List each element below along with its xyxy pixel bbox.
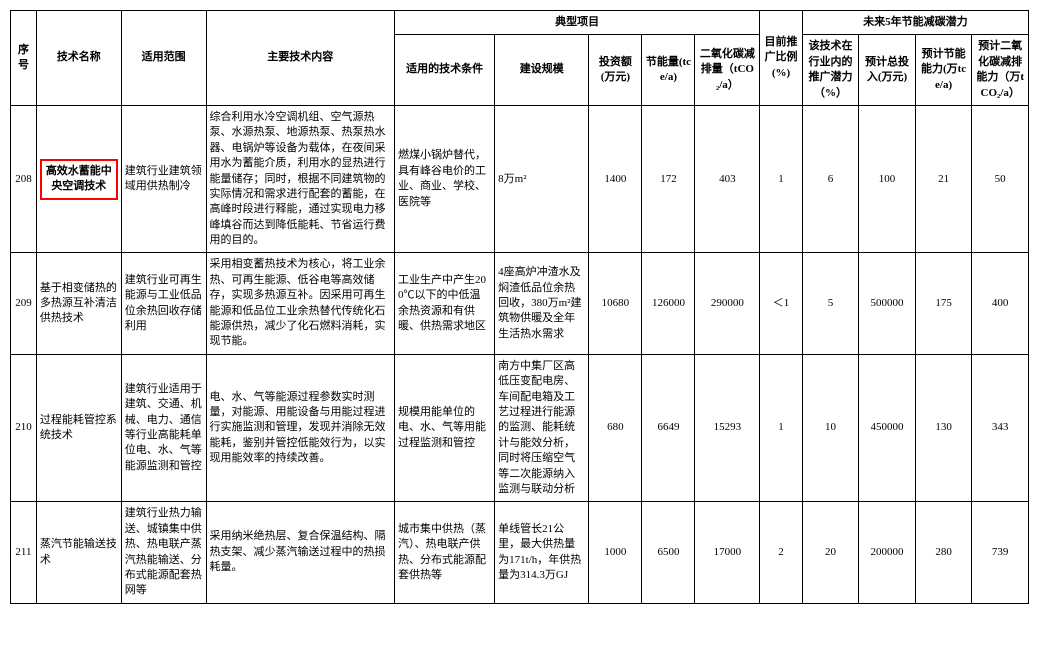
cell-industry-potential: 5 — [802, 253, 859, 354]
cell-scope: 建筑行业适用于建筑、交通、机械、电力、通信等行业高能耗单位电、水、气等能源监测和… — [121, 354, 206, 502]
cell-est-co2-reduce: 50 — [972, 105, 1029, 253]
cell-investment: 1000 — [589, 502, 642, 603]
cell-current-ratio: 1 — [760, 105, 802, 253]
cell-est-co2-reduce: 343 — [972, 354, 1029, 502]
cell-co2-reduce: 290000 — [695, 253, 760, 354]
cell-industry-potential: 6 — [802, 105, 859, 253]
cell-est-energy-save: 280 — [915, 502, 972, 603]
highlight-box: 高效水蓄能中央空调技术 — [40, 159, 118, 200]
cell-seq: 210 — [11, 354, 37, 502]
header-industry-potential: 该技术在行业内的推广潜力（%） — [802, 35, 859, 106]
cell-energy-save: 6500 — [642, 502, 695, 603]
cell-tech-conditions: 城市集中供热（蒸汽）、热电联产供热、分布式能源配套供热等 — [395, 502, 495, 603]
header-co2-reduce: 二氧化碳减排量（tCO₂/a） — [695, 35, 760, 106]
cell-est-energy-save: 175 — [915, 253, 972, 354]
header-build-scale: 建设规模 — [495, 35, 589, 106]
cell-energy-save: 6649 — [642, 354, 695, 502]
cell-scope: 建筑行业可再生能源与工业低品位余热回收存储利用 — [121, 253, 206, 354]
cell-industry-potential: 20 — [802, 502, 859, 603]
header-est-energy-save: 预计节能能力(万tce/a) — [915, 35, 972, 106]
cell-co2-reduce: 15293 — [695, 354, 760, 502]
table-row: 208 高效水蓄能中央空调技术 建筑行业建筑领域用供热制冷 综合利用水冷空调机组… — [11, 105, 1029, 253]
cell-build-scale: 8万m² — [495, 105, 589, 253]
header-row-1: 序号 技术名称 适用范围 主要技术内容 典型项目 目前推广比例(%) 未来5年节… — [11, 11, 1029, 35]
cell-build-scale: 南方中集厂区高低压变配电房、车间配电箱及工艺过程进行能源的监测、能耗统计与能效分… — [495, 354, 589, 502]
cell-scope: 建筑行业建筑领域用供热制冷 — [121, 105, 206, 253]
header-main-content: 主要技术内容 — [206, 11, 395, 106]
cell-investment: 10680 — [589, 253, 642, 354]
cell-current-ratio: 1 — [760, 354, 802, 502]
cell-main-content: 采用相变蓄热技术为核心，将工业余热、可再生能源、低谷电等高效储存，实现多热源互补… — [206, 253, 395, 354]
header-tech-conditions: 适用的技术条件 — [395, 35, 495, 106]
cell-investment: 1400 — [589, 105, 642, 253]
header-scope: 适用范围 — [121, 11, 206, 106]
table-row: 210 过程能耗管控系统技术 建筑行业适用于建筑、交通、机械、电力、通信等行业高… — [11, 354, 1029, 502]
cell-main-content: 综合利用水冷空调机组、空气源热泵、水源热泵、地源热泵、热泵热水器、电锅炉等设备为… — [206, 105, 395, 253]
header-tech-name: 技术名称 — [36, 11, 121, 106]
cell-tech-conditions: 工业生产中产生200℃以下的中低温余热资源和有供暖、供热需求地区 — [395, 253, 495, 354]
cell-co2-reduce: 17000 — [695, 502, 760, 603]
cell-energy-save: 126000 — [642, 253, 695, 354]
cell-main-content: 采用纳米绝热层、复合保温结构、隔热支架、减少蒸汽输送过程中的热损耗量。 — [206, 502, 395, 603]
header-investment: 投资额(万元) — [589, 35, 642, 106]
cell-tech-conditions: 规模用能单位的电、水、气等用能过程监测和管控 — [395, 354, 495, 502]
header-current-ratio: 目前推广比例(%) — [760, 11, 802, 106]
cell-seq: 209 — [11, 253, 37, 354]
cell-energy-save: 172 — [642, 105, 695, 253]
table-row: 211 蒸汽节能输送技术 建筑行业热力输送、城镇集中供热、热电联产蒸汽热能输送、… — [11, 502, 1029, 603]
cell-total-investment: 450000 — [859, 354, 916, 502]
cell-build-scale: 4座高炉冲渣水及焖渣低品位余热回收，380万m²建筑物供暖及全年生活热水需求 — [495, 253, 589, 354]
tech-table: 序号 技术名称 适用范围 主要技术内容 典型项目 目前推广比例(%) 未来5年节… — [10, 10, 1029, 604]
cell-est-energy-save: 21 — [915, 105, 972, 253]
cell-seq: 208 — [11, 105, 37, 253]
cell-co2-reduce: 403 — [695, 105, 760, 253]
cell-total-investment: 500000 — [859, 253, 916, 354]
cell-current-ratio: 2 — [760, 502, 802, 603]
header-typical-project: 典型项目 — [395, 11, 760, 35]
table-row: 209 基于相变储热的多热源互补清洁供热技术 建筑行业可再生能源与工业低品位余热… — [11, 253, 1029, 354]
cell-current-ratio: ＜1 — [760, 253, 802, 354]
cell-scope: 建筑行业热力输送、城镇集中供热、热电联产蒸汽热能输送、分布式能源配套热网等 — [121, 502, 206, 603]
header-energy-save: 节能量(tce/a) — [642, 35, 695, 106]
cell-industry-potential: 10 — [802, 354, 859, 502]
header-est-co2-reduce: 预计二氧化碳减排能力（万tCO₂/a） — [972, 35, 1029, 106]
cell-tech-name: 蒸汽节能输送技术 — [36, 502, 121, 603]
cell-tech-name: 高效水蓄能中央空调技术 — [36, 105, 121, 253]
cell-est-energy-save: 130 — [915, 354, 972, 502]
header-future-5year: 未来5年节能减碳潜力 — [802, 11, 1028, 35]
cell-build-scale: 单线管长21公里，最大供热量为171t/h，年供热量为314.3万GJ — [495, 502, 589, 603]
cell-est-co2-reduce: 400 — [972, 253, 1029, 354]
header-seq: 序号 — [11, 11, 37, 106]
cell-investment: 680 — [589, 354, 642, 502]
cell-total-investment: 100 — [859, 105, 916, 253]
cell-est-co2-reduce: 739 — [972, 502, 1029, 603]
cell-tech-name: 基于相变储热的多热源互补清洁供热技术 — [36, 253, 121, 354]
cell-tech-name: 过程能耗管控系统技术 — [36, 354, 121, 502]
cell-main-content: 电、水、气等能源过程参数实时测量，对能源、用能设备与用能过程进行实施监测和管理，… — [206, 354, 395, 502]
header-total-investment: 预计总投入(万元) — [859, 35, 916, 106]
cell-seq: 211 — [11, 502, 37, 603]
cell-total-investment: 200000 — [859, 502, 916, 603]
cell-tech-conditions: 燃煤小锅炉替代，具有峰谷电价的工业、商业、学校、医院等 — [395, 105, 495, 253]
